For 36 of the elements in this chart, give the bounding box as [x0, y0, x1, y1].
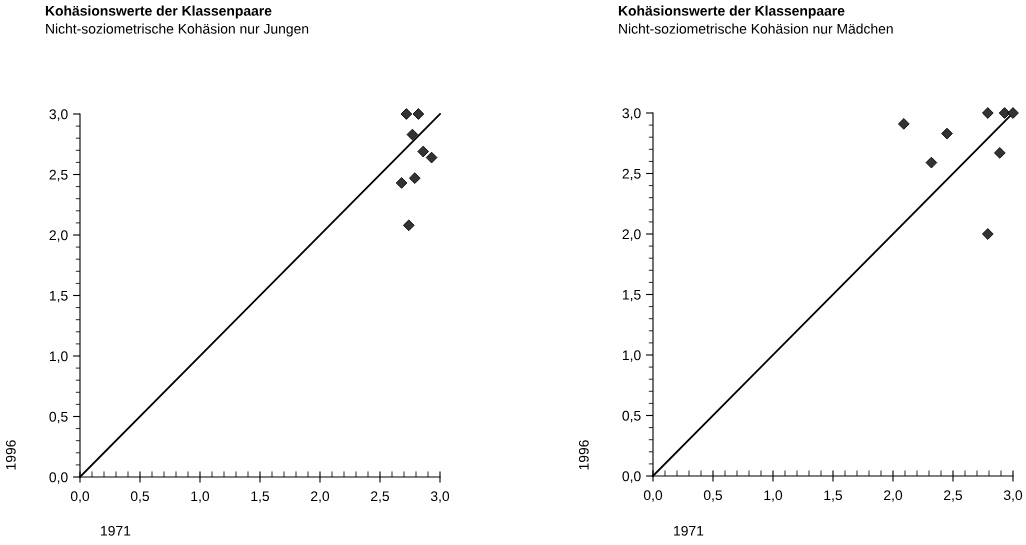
chart-subtitle: Nicht-soziometrische Kohäsion nur Mädchen: [619, 23, 893, 34]
x-tick-label: 1,0: [764, 490, 783, 502]
y-axis-title: 1996: [5, 440, 16, 470]
x-axis-title: 1971: [101, 525, 131, 536]
y-tick-label: 3,0: [622, 108, 641, 120]
y-tick-label: 0,5: [49, 411, 68, 424]
x-tick-label: 0,5: [130, 491, 150, 503]
x-tick-label: 1,0: [191, 491, 210, 503]
x-tick-label: 2,5: [944, 490, 963, 502]
y-tick-label: 0,0: [622, 471, 641, 483]
y-tick-label: 2,5: [622, 168, 641, 181]
x-tick-label: 0,5: [703, 490, 723, 502]
x-tick-label: 0,0: [70, 491, 90, 503]
x-tick-label: 3,0: [1003, 490, 1023, 502]
y-tick-label: 1,0: [622, 350, 641, 362]
y-tick-label: 1,0: [49, 351, 68, 363]
x-tick-label: 0,0: [643, 490, 663, 502]
x-axis-title: 1971: [674, 525, 704, 536]
chart-title: Kohäsionswerte der Klassenpaare: [618, 5, 845, 19]
chart-title: Kohäsionswerte der Klassenpaare: [45, 5, 272, 19]
y-tick-label: 1,5: [622, 289, 641, 302]
y-tick-label: 1,5: [49, 290, 68, 303]
chart-subtitle: Nicht-soziometrische Kohäsion nur Jungen: [46, 23, 309, 37]
y-tick-label: 2,0: [49, 230, 68, 242]
y-axis-title: 1996: [578, 440, 589, 470]
x-tick-label: 2,0: [311, 491, 330, 503]
x-tick-label: 1,5: [251, 491, 270, 503]
x-tick-label: 3,0: [430, 491, 450, 503]
y-tick-label: 2,5: [49, 169, 68, 182]
y-tick-label: 2,0: [622, 229, 641, 241]
x-tick-label: 2,5: [371, 491, 390, 503]
y-tick-label: 0,5: [622, 410, 641, 423]
x-tick-label: 2,0: [884, 490, 903, 502]
x-tick-label: 1,5: [824, 490, 843, 502]
y-tick-label: 3,0: [49, 109, 68, 121]
y-tick-label: 0,0: [49, 472, 68, 484]
